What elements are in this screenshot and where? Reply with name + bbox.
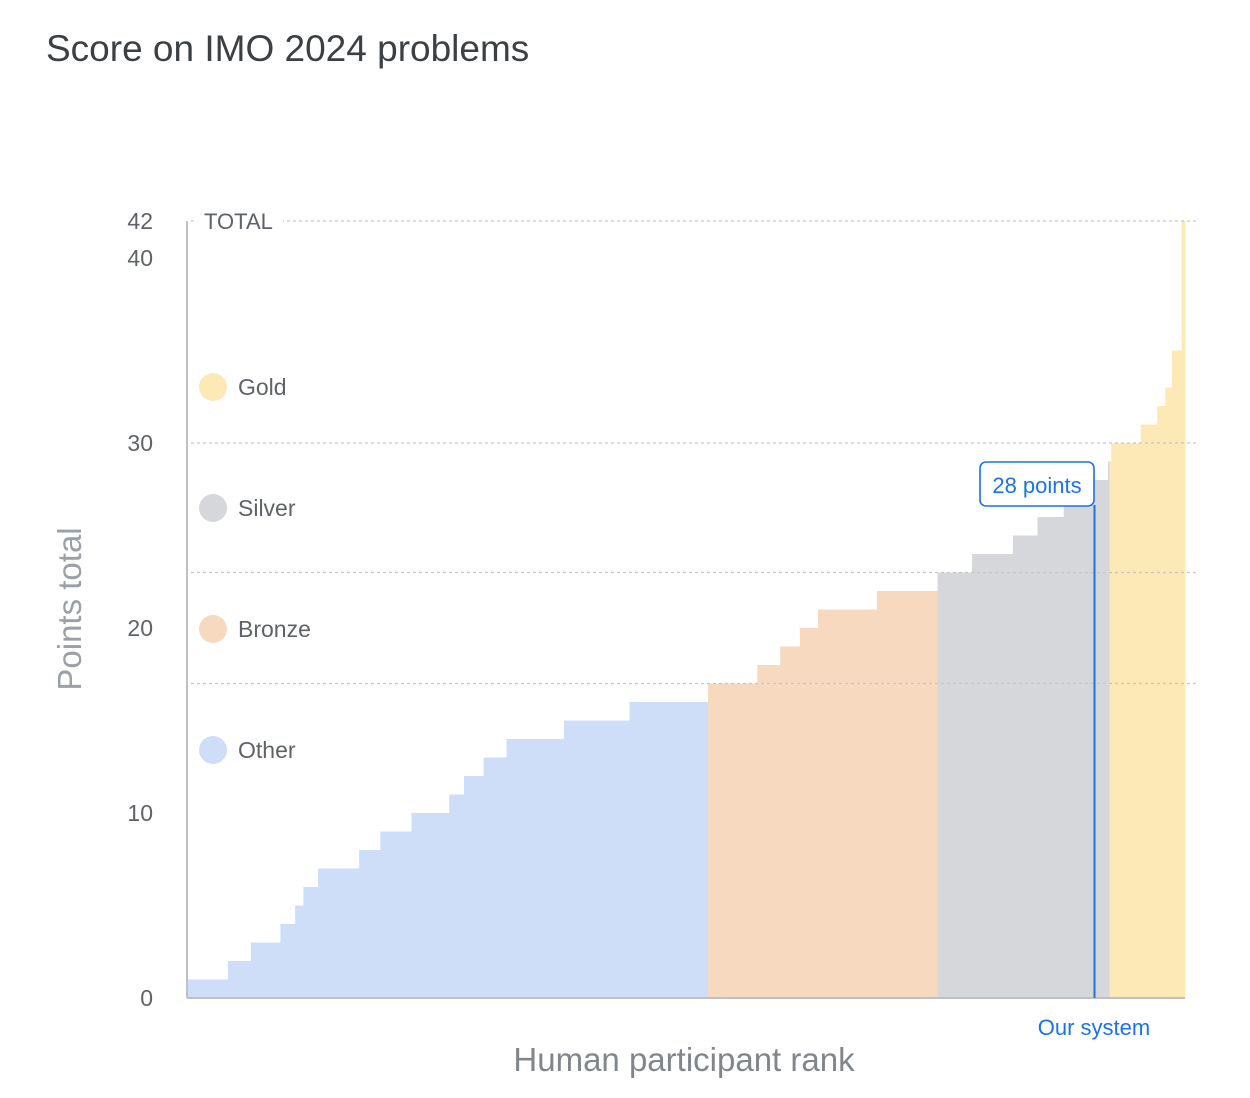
bar-gold [1111, 443, 1142, 998]
legend-label: Silver [238, 495, 296, 521]
bar-other [227, 961, 252, 998]
bar-silver [1037, 517, 1065, 998]
x-axis-title: Human participant rank [513, 1041, 855, 1078]
bar-bronze [757, 665, 781, 998]
bar-other [318, 868, 360, 998]
bar-other [250, 942, 281, 998]
legend-swatch [199, 494, 227, 522]
bar-gold [1157, 406, 1166, 998]
legend-swatch [199, 736, 227, 764]
legend-label: Gold [238, 374, 287, 400]
bar-gold [1109, 461, 1112, 998]
legend-swatch [199, 615, 227, 643]
bar-bronze [817, 609, 878, 998]
our-system-callout-text: 28 points [992, 473, 1081, 498]
bar-other [629, 702, 709, 998]
legend-item-silver: Silver [199, 494, 296, 522]
bar-bronze [780, 646, 801, 998]
y-tick-label: 42 [127, 208, 153, 234]
our-system-callout-box [979, 461, 1095, 507]
bar-silver [1086, 480, 1109, 998]
bar-other [411, 813, 450, 998]
bar-gold [1171, 350, 1183, 998]
reference-label-bg [197, 207, 283, 235]
bar-gold [1181, 221, 1186, 998]
bar-bronze [799, 628, 819, 998]
bar-silver [937, 572, 973, 998]
axes-layer: 0 10 20 30 40 42 Points total Human participant… [51, 208, 1185, 1078]
bar-other [303, 887, 319, 998]
bar-gold [1165, 387, 1173, 998]
bar-other [359, 850, 381, 998]
bar-silver [971, 554, 1014, 998]
bar-silver [1012, 535, 1038, 998]
bar-other [187, 979, 229, 998]
bar-silver [1063, 498, 1088, 998]
bar-silver [1107, 461, 1111, 998]
y-tick-label: 30 [127, 430, 153, 456]
bar-other [463, 776, 485, 998]
chart-title: Score on IMO 2024 problems [46, 28, 530, 69]
bars-layer [187, 221, 1186, 998]
legend-swatch [199, 373, 227, 401]
legend-layer: Gold Silver Bronze Other [199, 373, 311, 764]
annotation-layer: 28 points Our system [979, 461, 1150, 1040]
y-tick-label: 10 [127, 800, 153, 826]
legend-label: Bronze [238, 616, 311, 642]
bar-other [563, 720, 630, 998]
bar-other [483, 757, 507, 998]
y-tick-label: 40 [127, 245, 153, 271]
bar-gold [1140, 424, 1158, 998]
legend-item-gold: Gold [199, 373, 287, 401]
bar-other [280, 924, 296, 998]
y-tick-label: 0 [140, 985, 153, 1011]
bar-other [449, 794, 465, 998]
bar-other [506, 739, 565, 998]
bar-other [295, 905, 304, 998]
y-axis-title: Points total [51, 527, 88, 690]
bar-bronze [876, 591, 938, 998]
reference-label: TOTAL [204, 209, 273, 234]
our-system-label: Our system [1038, 1015, 1150, 1040]
legend-label: Other [238, 737, 296, 763]
bar-bronze [708, 683, 758, 998]
y-tick-label: 20 [127, 615, 153, 641]
bar-other [380, 831, 412, 998]
legend-item-bronze: Bronze [199, 615, 311, 643]
reference-lines-layer: TOTAL [191, 207, 1199, 685]
legend-item-other: Other [199, 736, 296, 764]
